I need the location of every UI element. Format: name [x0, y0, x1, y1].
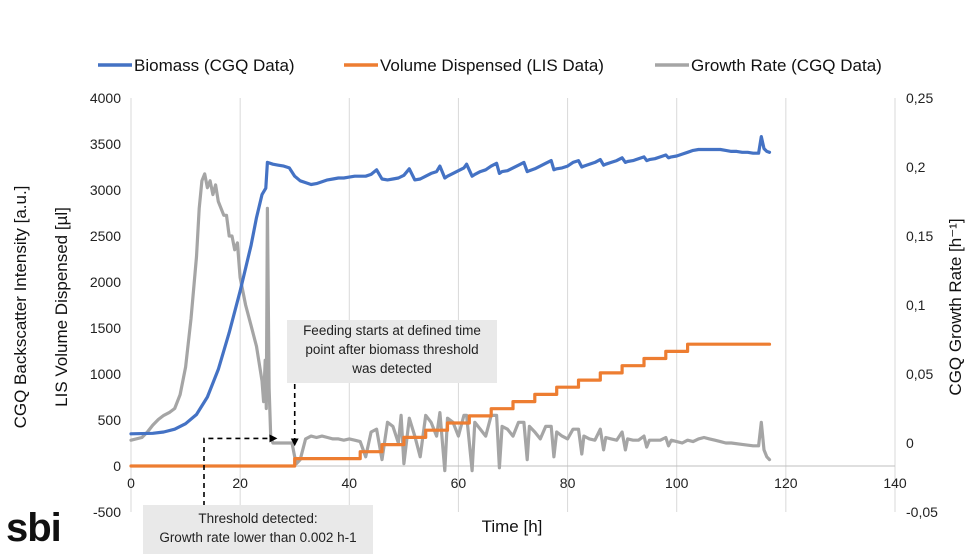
axes: 0 20 40 60 80 100 120 140 -500 0 500 1000 1500 2000 25…	[11, 90, 965, 536]
x-axis-title: Time [h]	[482, 517, 543, 536]
y-left-tick-label: 2500	[90, 228, 121, 244]
threshold-annotation-line: Growth rate lower than 0.002 h-1	[159, 530, 357, 545]
y-right-tick-label: 0,2	[906, 159, 926, 175]
y-right-tick-label: 0,05	[906, 366, 933, 382]
y-left-tick-label: 0	[113, 458, 121, 474]
x-tick-label: 120	[774, 475, 798, 491]
y-right-tick-label: 0	[906, 435, 914, 451]
x-tick-label: 100	[665, 475, 689, 491]
threshold-annotation-line: Threshold detected:	[198, 511, 318, 526]
legend-label: Biomass (CGQ Data)	[134, 56, 295, 75]
y-left-tick-label: 3000	[90, 182, 121, 198]
y-left-tick-label: 1500	[90, 320, 121, 336]
legend-label: Volume Dispensed (LIS Data)	[380, 56, 604, 75]
series-line-growth-rate	[129, 172, 772, 473]
x-tick-label: 140	[883, 475, 907, 491]
y-left-tick-label: -500	[93, 504, 121, 520]
feeding-annotation-line: point after biomass threshold	[305, 342, 479, 357]
sbi-logo: sbi	[6, 506, 62, 550]
threshold-annotation-arrow	[203, 434, 278, 506]
y-right-tick-label: -0,05	[906, 504, 938, 520]
feeding-annotation-line: Feeding starts at defined time	[303, 323, 481, 338]
y-right-axis-title: CGQ Growth Rate [h⁻¹]	[946, 218, 965, 395]
y-right-tick-label: 0,25	[906, 90, 933, 106]
y-left-tick-label: 2000	[90, 274, 121, 290]
x-tick-label: 40	[341, 475, 357, 491]
feeding-annotation-line: was detected	[352, 361, 432, 376]
y-right-tick-label: 0,1	[906, 297, 926, 313]
x-tick-label: 20	[232, 475, 248, 491]
legend: Biomass (CGQ Data) Volume Dispensed (LIS …	[98, 56, 882, 75]
y-left-axis-title-2: LIS Volume Dispensed [µl]	[52, 207, 71, 407]
series-layer	[129, 135, 772, 473]
feeding-annotation: Feeding starts at defined time point aft…	[287, 320, 497, 383]
legend-label: Growth Rate (CGQ Data)	[691, 56, 882, 75]
series-line-biomass	[129, 135, 772, 436]
threshold-annotation: Threshold detected: Growth rate lower th…	[143, 505, 373, 554]
x-tick-label: 0	[127, 475, 135, 491]
y-left-tick-label: 4000	[90, 90, 121, 106]
y-left-tick-label: 500	[98, 412, 122, 428]
x-tick-label: 80	[560, 475, 576, 491]
y-right-tick-label: 0,15	[906, 228, 933, 244]
y-left-axis-title: CGQ Backscatter Intensity [a.u.]	[11, 186, 30, 429]
y-left-tick-label: 1000	[90, 366, 121, 382]
series-line-volume-dispensed	[129, 342, 772, 468]
x-tick-label: 60	[451, 475, 467, 491]
annotation-layer	[203, 384, 299, 506]
y-left-tick-label: 3500	[90, 136, 121, 152]
